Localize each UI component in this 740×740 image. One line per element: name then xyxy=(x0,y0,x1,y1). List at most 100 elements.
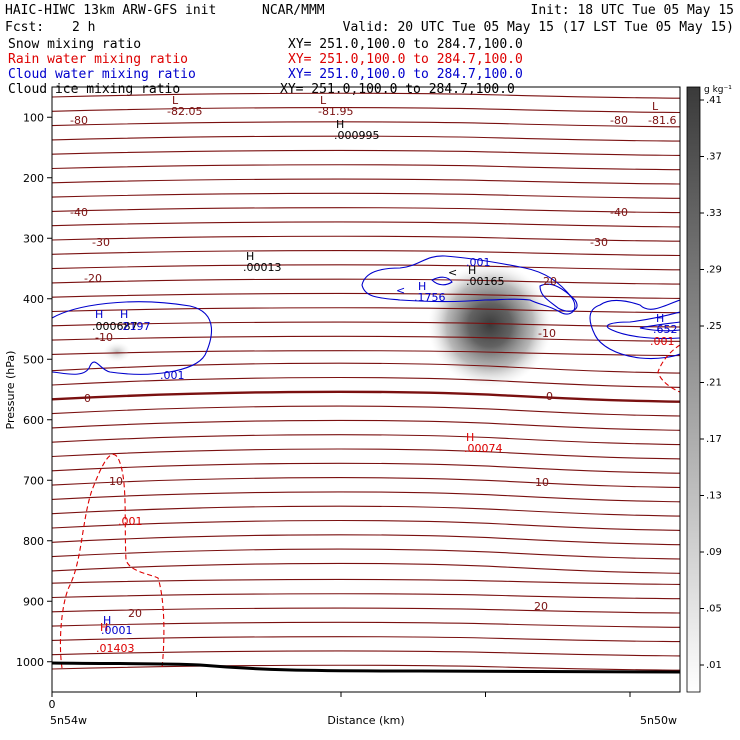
rain-label-right: .001 xyxy=(650,335,675,348)
isotherm-label-10-left: 10 xyxy=(109,475,123,488)
high-value-snow-2: .00013 xyxy=(243,261,282,274)
isotherm-label-m20-left: -20 xyxy=(84,272,102,285)
isotherm-line xyxy=(52,505,680,517)
y-tick-label: 600 xyxy=(23,414,44,427)
isotherm-label-m20-right: -20 xyxy=(539,275,557,288)
y-tick-label: 1000 xyxy=(16,656,44,669)
cloud-label-mid: .001 xyxy=(466,256,491,269)
fcst-label: Fcst: xyxy=(5,20,44,35)
y-axis-title: Pressure (hPa) xyxy=(4,351,17,430)
isotherm-line xyxy=(52,121,680,128)
y-tick-label: 900 xyxy=(23,595,44,608)
y-tick-label: 400 xyxy=(23,293,44,306)
rain-water-contours xyxy=(59,344,680,669)
isotherm-line xyxy=(52,335,680,342)
cloud-water-contour-left xyxy=(52,301,213,375)
field-label-cloud-ice: Cloud ice mixing ratio xyxy=(8,82,180,97)
isotherm-label-0-right: 0 xyxy=(546,390,553,403)
cloud-water-contour-mid-inner xyxy=(539,283,578,312)
isotherm-line xyxy=(52,307,680,314)
ice-small-shading xyxy=(103,342,131,362)
colorbar-tick-label: .21 xyxy=(706,378,722,389)
isotherm-label-m80-left: -80 xyxy=(70,114,88,127)
isotherm-line xyxy=(52,534,680,546)
isotherm-line xyxy=(52,636,680,643)
colorbar-tick-label: .37 xyxy=(706,152,722,163)
x-axis-title: Distance (km) xyxy=(327,714,404,727)
high-value-left-b: .2197 xyxy=(119,320,151,333)
isotherm-line xyxy=(52,292,680,299)
isotherm-line xyxy=(52,350,680,357)
isotherm-line xyxy=(52,491,680,503)
rain-contour-left xyxy=(59,454,165,669)
isotherm-line xyxy=(52,621,680,628)
isotherm-zero xyxy=(52,390,680,403)
cloud-water-contour-right-core xyxy=(639,321,680,332)
field-xy-rain: XY= 251.0,100.0 to 284.7,100.0 xyxy=(288,52,523,67)
rain-label-left: .001 xyxy=(118,515,143,528)
colorbar-tick-label: .09 xyxy=(706,547,722,558)
high-value-cloud-right: .652 xyxy=(653,323,678,336)
isotherm-label-m10-right: -10 xyxy=(538,327,556,340)
isotherm-line xyxy=(52,664,680,671)
extrema-labels: L -82.05 L -81.95 L -81.6 H .000995 H .0… xyxy=(92,94,678,655)
field-label-snow: Snow mixing ratio xyxy=(8,37,141,52)
cloud-water-contour-right-outer xyxy=(589,299,680,360)
high-marker-ice: H xyxy=(468,264,476,277)
colorbar-tick-label: .25 xyxy=(706,321,722,332)
high-value-rain-mid: .00074 xyxy=(464,442,503,455)
y-tick-label: 100 xyxy=(23,111,44,124)
y-tick-label: 500 xyxy=(23,353,44,366)
isotherm-label-m10-left: -10 xyxy=(95,331,113,344)
init-time: Init: 18 UTC Tue 05 May 15 xyxy=(531,3,735,18)
colorbar-tick-label: .13 xyxy=(706,491,722,502)
isotherm-label-m40-left: -40 xyxy=(70,206,88,219)
high-marker-snow-2: H xyxy=(246,250,254,263)
low-marker-3: L xyxy=(652,100,659,113)
isotherm-label-10-right: 10 xyxy=(535,476,549,489)
cloud-water-contour-right-inner xyxy=(606,311,680,340)
isotherm-line xyxy=(52,107,680,114)
high-value-left-a: .000687 xyxy=(92,320,138,333)
field-xy-cloud-ice: XY= 251.0,100.0 to 284.7,100.0 xyxy=(280,82,515,97)
isotherm-line xyxy=(52,178,680,185)
high-marker-cloud-left: H xyxy=(103,614,111,627)
low-value-3: -81.6 xyxy=(648,114,676,127)
field-xy-cloud-water: XY= 251.0,100.0 to 284.7,100.0 xyxy=(288,67,523,82)
high-marker-rain-mid: H xyxy=(466,431,474,444)
isotherm-label-m80-right: -80 xyxy=(610,114,628,127)
isotherm-label-m30-right: -30 xyxy=(590,236,608,249)
isotherm-line xyxy=(52,419,680,431)
isotherm-line xyxy=(52,448,680,460)
colorbar-tick-label: .33 xyxy=(706,208,722,219)
isotherm-line xyxy=(52,235,680,242)
isotherm-label-m30-left: -30 xyxy=(92,236,110,249)
isotherm-line xyxy=(52,192,680,199)
isotherm-line xyxy=(52,519,680,531)
high-value-cloud-mid: .1756 xyxy=(414,291,446,304)
colorbar-tick-label: .05 xyxy=(706,604,722,615)
x-right-endpoint: 5n50w xyxy=(640,714,677,727)
isotherm-line xyxy=(52,405,680,417)
isotherm-line xyxy=(52,221,680,228)
header-svg: HAIC-HIWC 13km ARW-GFS init NCAR/MMM Ini… xyxy=(5,3,735,97)
high-marker-cloud-mid: H xyxy=(418,280,426,293)
isotherm-labels: -80 -80 -40 -40 -30 -30 -20 -20 -10 -10 … xyxy=(70,114,628,620)
isotherm-label-m40-right: -40 xyxy=(610,206,628,219)
colorbar-tick-label: .17 xyxy=(706,434,722,445)
isotherm-label-20-right: 20 xyxy=(534,600,548,613)
model-title: HAIC-HIWC 13km ARW-GFS init xyxy=(5,3,216,18)
high-marker-rain-left: H xyxy=(100,621,108,634)
isotherm-line xyxy=(52,462,680,474)
isotherm-line xyxy=(52,376,680,388)
x-axis: 0 xyxy=(49,692,631,711)
isotherm-line xyxy=(52,593,680,600)
colorbar xyxy=(686,86,701,693)
low-value-2: -81.95 xyxy=(318,105,353,118)
cloud-water-contour-mid xyxy=(361,255,576,315)
isotherm-line xyxy=(52,578,680,585)
isotherm-line xyxy=(52,149,680,156)
high-marker-cloud-right: H xyxy=(656,312,664,325)
isotherm-line xyxy=(52,135,680,142)
field-label-rain: Rain water mixing ratio xyxy=(8,52,188,67)
